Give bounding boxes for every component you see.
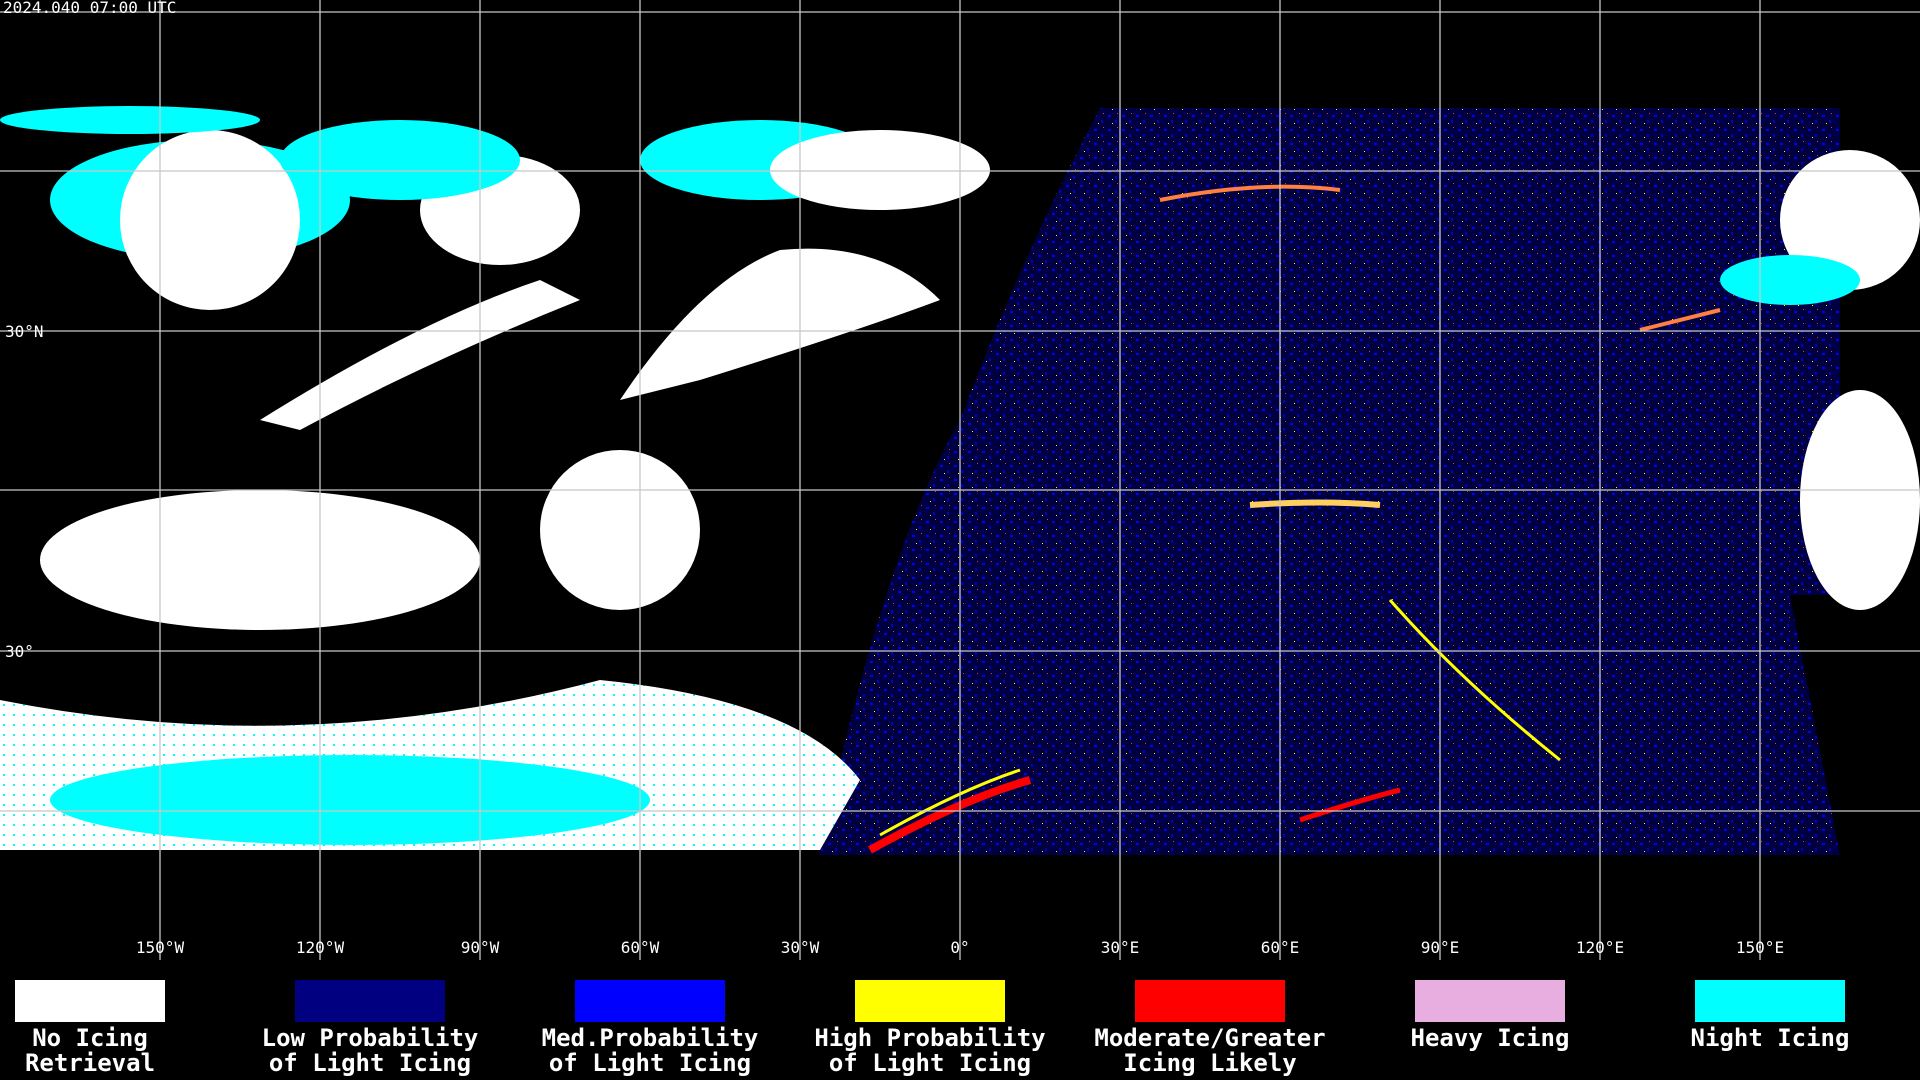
legend-label: High Probability (814, 1024, 1045, 1052)
legend-label: Icing Likely (1123, 1049, 1296, 1077)
icing-streaks (868, 184, 1721, 854)
legend-label: Moderate/Greater (1094, 1024, 1325, 1052)
legend-swatch (15, 980, 165, 1022)
legend-swatch (1695, 980, 1845, 1022)
longitude-label: 60°E (1261, 938, 1300, 957)
longitude-label: 30°E (1101, 938, 1140, 957)
legend-swatch (1135, 980, 1285, 1022)
longitude-label: 120°W (296, 938, 345, 957)
legend-label: Heavy Icing (1411, 1024, 1570, 1052)
graticule (0, 0, 1920, 960)
timestamp: 2024.040 07:00 UTC (3, 0, 176, 17)
longitude-label: 150°W (136, 938, 185, 957)
icing-region (820, 108, 1840, 855)
longitude-label: 150°E (1736, 938, 1784, 957)
legend-label: of Light Icing (549, 1049, 751, 1077)
longitude-label: 90°E (1421, 938, 1460, 957)
legend-swatch (575, 980, 725, 1022)
longitude-label: 0° (950, 938, 969, 957)
legend-label: of Light Icing (829, 1049, 1031, 1077)
longitude-label: 90°W (461, 938, 500, 957)
graticule-labels: 150°W 120°W 90°W 60°W 30°W 0° 30°E 60°E 90°E 120°… (5, 322, 1784, 957)
cloud-bands (0, 106, 1920, 850)
legend-swatch (855, 980, 1005, 1022)
legend-label: Retrieval (25, 1049, 155, 1077)
legend-label: No Icing (32, 1024, 148, 1052)
legend-label: Med.Probability (542, 1024, 759, 1052)
longitude-label: 60°W (621, 938, 660, 957)
longitude-label: 30°W (781, 938, 820, 957)
legend-swatch (295, 980, 445, 1022)
latitude-label: 30° (5, 642, 34, 661)
legend-label: of Light Icing (269, 1049, 471, 1077)
longitude-label: 120°E (1576, 938, 1624, 957)
legend-swatch (1415, 980, 1565, 1022)
legend-label: Low Probability (262, 1024, 479, 1052)
latitude-label: 30°N (5, 322, 44, 341)
legend-label: Night Icing (1691, 1024, 1850, 1052)
